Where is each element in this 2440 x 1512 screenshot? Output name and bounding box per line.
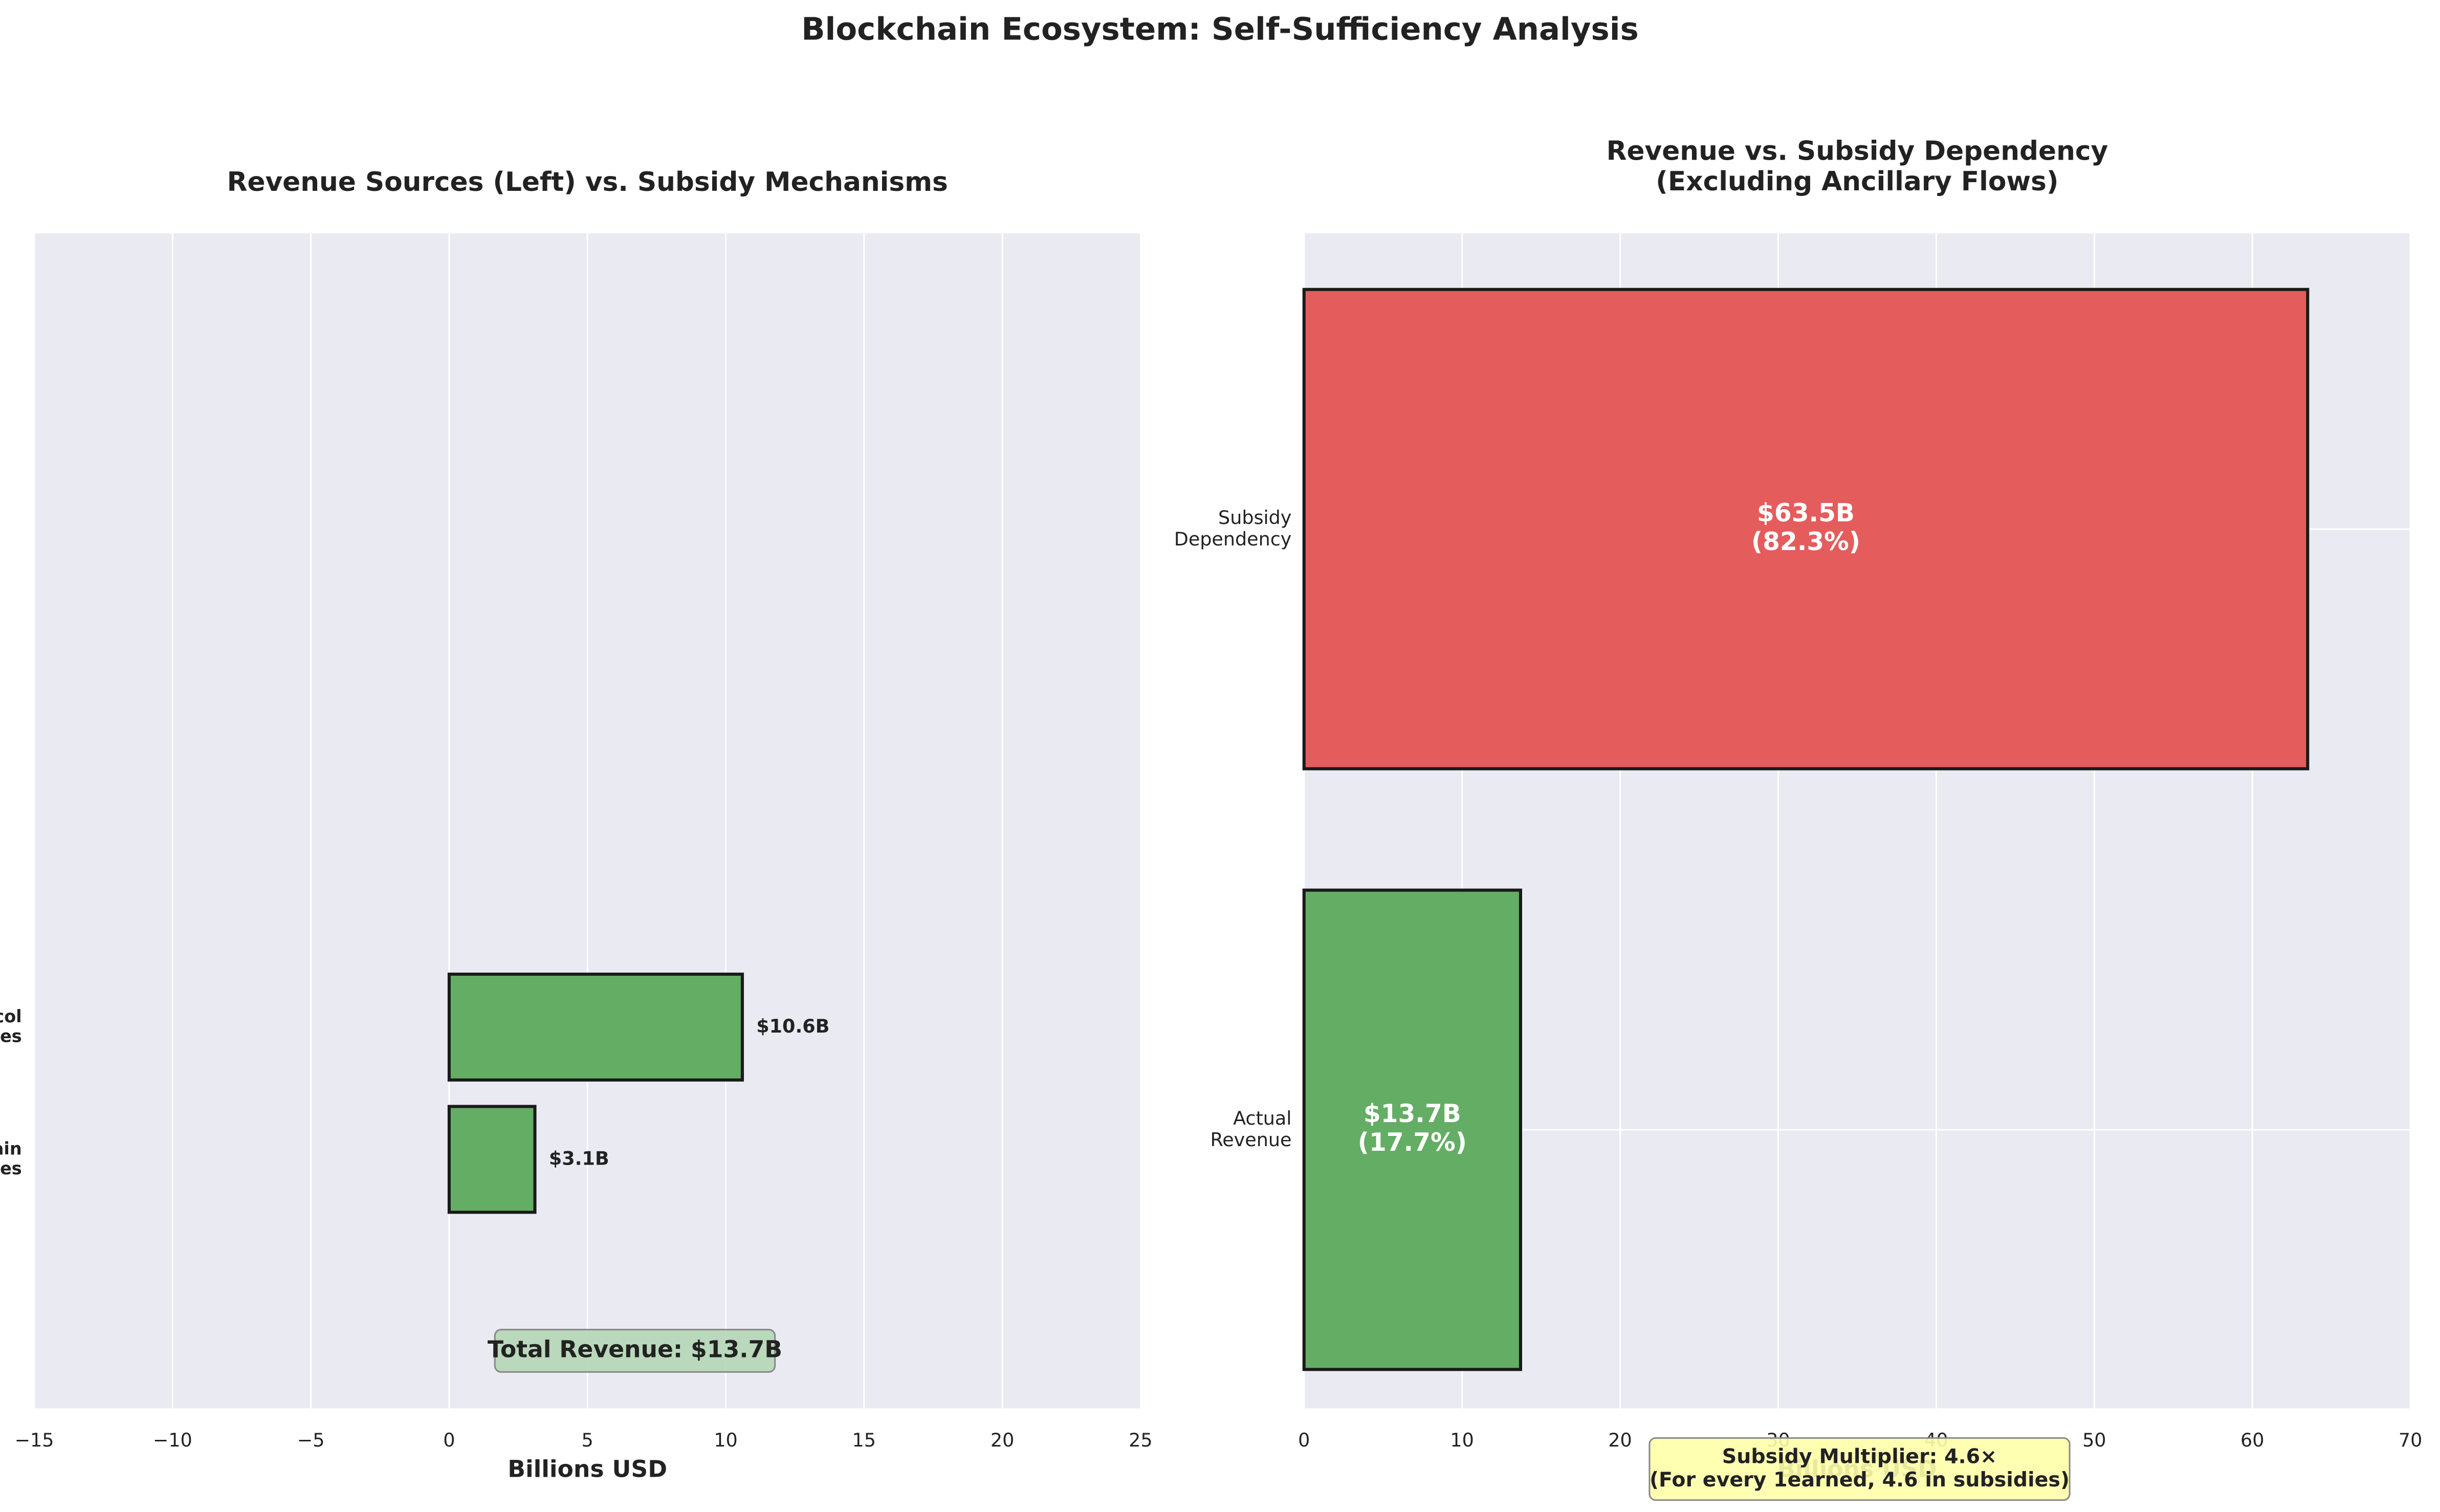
annotation: Subsidy Multiplier: 4.6× (For every 1earn… xyxy=(1650,1444,2070,1491)
x-tick-label: 0 xyxy=(1298,1429,1310,1451)
bar xyxy=(447,972,744,1082)
x-tick-label: 10 xyxy=(714,1429,737,1451)
value-label: $10.6B xyxy=(756,1015,829,1037)
x-tick-label: 20 xyxy=(991,1429,1014,1451)
figure-title: Blockchain Ecosystem: Self-Sufficiency A… xyxy=(801,11,1639,47)
x-tick-label: 5 xyxy=(582,1429,593,1451)
value-label: $3.1B xyxy=(549,1147,609,1169)
y-tick-label: Actual Revenue xyxy=(1211,1107,1292,1151)
bar xyxy=(1302,888,1522,1371)
x-axis-label: Billions USD xyxy=(508,1456,667,1483)
value-label: $13.7B (17.7%) xyxy=(1358,1100,1467,1157)
bar xyxy=(447,1105,537,1214)
x-tick-label: −15 xyxy=(14,1429,54,1451)
x-tick-label: −10 xyxy=(153,1429,192,1451)
x-tick-label: −5 xyxy=(297,1429,325,1451)
annotation: Total Revenue: $13.7B xyxy=(488,1335,782,1363)
value-label: $63.5B (82.3%) xyxy=(1751,499,1860,556)
x-tick-label: 10 xyxy=(1450,1429,1474,1451)
annotation-box xyxy=(1648,1437,2071,1501)
x-tick-label: 50 xyxy=(2082,1429,2106,1451)
x-tick-label: 0 xyxy=(443,1429,455,1451)
x-tick-label: 25 xyxy=(1129,1429,1152,1451)
x-tick-label: 60 xyxy=(2240,1429,2264,1451)
x-tick-label: 15 xyxy=(852,1429,876,1451)
chart-title: Revenue Sources (Left) vs. Subsidy Mecha… xyxy=(227,167,948,198)
x-tick-label: 70 xyxy=(2399,1429,2422,1451)
x-tick-label: 20 xyxy=(1608,1429,1632,1451)
annotation-box xyxy=(494,1328,776,1373)
y-tick-label: ProtocolRevenues xyxy=(0,1006,22,1046)
bar xyxy=(1302,288,2310,771)
chart-title: Revenue vs. Subsidy Dependency (Excluding… xyxy=(1607,136,2108,197)
y-tick-label: Subsidy Dependency xyxy=(1174,507,1292,550)
y-tick-label: BlockchainFees xyxy=(0,1138,22,1178)
